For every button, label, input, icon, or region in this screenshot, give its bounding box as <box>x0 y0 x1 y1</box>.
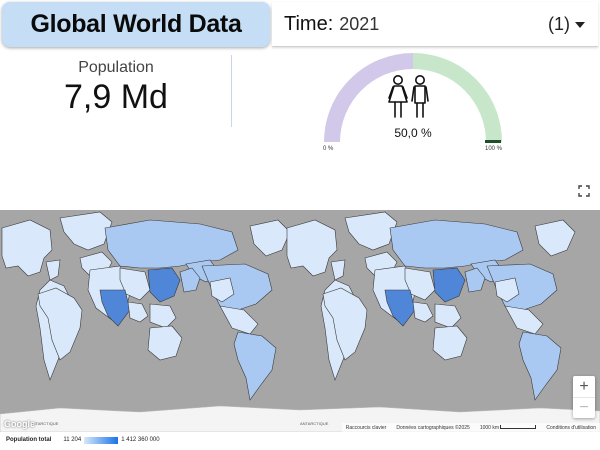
legend-gradient <box>84 436 119 444</box>
map-country[interactable] <box>233 331 277 401</box>
gender-gauge: 50,0 % 0 % 100 % <box>318 50 508 160</box>
gauge-male-arc <box>413 53 502 142</box>
map-country[interactable] <box>219 305 259 335</box>
world-map[interactable]: ANTARCTIQUE ANTARCTIQUE Google Raccourci… <box>0 210 600 432</box>
scale-label: 1000 km <box>479 424 499 431</box>
map-country[interactable] <box>494 277 520 303</box>
zoom-in-button[interactable]: + <box>579 377 589 395</box>
time-filter-dropdown[interactable]: Time: 2021 (1) <box>272 2 598 47</box>
gauge-max-label: 100 % <box>484 146 502 152</box>
antarctica-label: ANTARCTIQUE <box>300 421 329 426</box>
dropdown-caret-icon[interactable] <box>575 22 585 28</box>
map-country[interactable] <box>59 211 113 251</box>
female-male-icon <box>388 74 429 118</box>
map-country[interactable] <box>464 267 486 293</box>
google-logo: Google <box>4 419 35 429</box>
map-country[interactable] <box>1 219 53 277</box>
map-country[interactable] <box>432 325 468 361</box>
terms-link[interactable]: Conditions d'utilisation <box>546 424 596 431</box>
dashboard-title: Global World Data <box>30 10 242 38</box>
map-country[interactable] <box>330 259 346 281</box>
gauge-min-label: 0 % <box>323 146 334 152</box>
map-country[interactable] <box>434 303 462 329</box>
map-country[interactable] <box>127 301 149 323</box>
time-filter-count: (1) <box>548 13 570 34</box>
map-canvas: ANTARCTIQUE ANTARCTIQUE <box>0 210 600 432</box>
scale-bar <box>500 424 537 429</box>
map-country[interactable] <box>37 287 83 361</box>
map-country[interactable] <box>412 301 434 323</box>
map-country[interactable] <box>286 219 338 277</box>
map-country[interactable] <box>147 267 181 303</box>
map-legend: Population total 11 204 1 412 360 000 <box>6 434 160 446</box>
time-filter-label: Time: <box>284 12 334 35</box>
legend-title: Population total <box>6 437 52 443</box>
fullscreen-icon[interactable] <box>575 182 593 200</box>
map-country[interactable] <box>322 287 368 361</box>
zoom-out-button[interactable]: − <box>573 397 595 418</box>
population-scorecard: Population 7,9 Md <box>0 55 232 127</box>
map-country[interactable] <box>534 219 576 257</box>
map-scale: 1000 km <box>479 424 537 431</box>
legend-max: 1 412 360 000 <box>121 437 160 443</box>
keyboard-shortcuts-link[interactable]: Raccourcis clavier <box>345 424 387 431</box>
legend-min: 11 204 <box>63 437 82 443</box>
map-country[interactable] <box>119 267 151 301</box>
map-footer: Raccourcis clavier Données cartographiqu… <box>341 423 600 432</box>
map-country[interactable] <box>179 267 201 293</box>
map-country[interactable] <box>504 305 544 335</box>
time-filter-value: 2021 <box>339 13 380 34</box>
map-country[interactable] <box>518 331 562 401</box>
map-country[interactable] <box>209 277 235 303</box>
map-country[interactable] <box>149 303 177 329</box>
gauge-chart <box>324 53 502 143</box>
gauge-value: 50,0 % <box>394 126 432 140</box>
scorecard-divider <box>231 55 232 127</box>
map-country[interactable] <box>249 219 291 257</box>
map-zoom-control: + − <box>573 376 595 418</box>
map-country[interactable] <box>404 267 436 301</box>
population-label: Population <box>78 59 154 76</box>
map-country[interactable] <box>432 267 466 303</box>
map-country[interactable] <box>45 259 61 281</box>
population-value: 7,9 Md <box>64 78 168 116</box>
map-country[interactable] <box>99 289 131 327</box>
gauge-max-marker <box>485 140 501 143</box>
map-country[interactable] <box>147 325 183 361</box>
map-country[interactable] <box>344 211 398 251</box>
dashboard-title-badge: Global World Data <box>2 2 270 47</box>
map-world-copy <box>286 211 576 401</box>
map-data-attribution: Données cartographiques ©2025 <box>396 424 470 431</box>
map-world-copy <box>1 211 291 401</box>
gauge-female-arc <box>324 53 413 142</box>
antarctica-label: ANTARCTIQUE <box>30 421 59 426</box>
map-country[interactable] <box>384 289 416 327</box>
